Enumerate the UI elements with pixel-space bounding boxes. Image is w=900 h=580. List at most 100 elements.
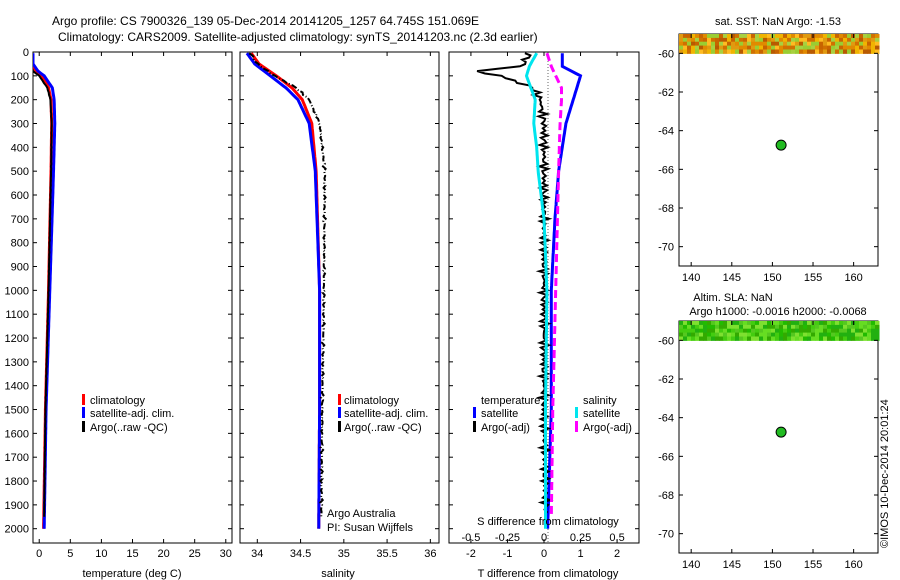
map-cell <box>719 34 724 39</box>
map-cell <box>763 41 768 47</box>
map-cell <box>739 49 744 54</box>
map-cell <box>687 321 692 326</box>
map-cell <box>815 324 820 330</box>
map-cell <box>795 41 800 47</box>
map-cell <box>787 34 792 39</box>
map-cell <box>775 336 780 341</box>
map-cell <box>843 328 848 334</box>
map-cell <box>767 336 772 341</box>
legend-label-satellite: satellite-adj. clim. <box>90 408 174 420</box>
legend-label-argo: Argo(..raw -QC) <box>90 422 168 434</box>
difference-xlabel: T difference from climatology <box>478 568 619 580</box>
map-cell <box>687 328 692 334</box>
map-cell <box>859 336 864 341</box>
map-cell <box>763 49 768 54</box>
x-tick-label: 36 <box>424 548 436 560</box>
map-cell <box>727 332 732 337</box>
map-cell <box>695 332 700 337</box>
map-cell <box>859 332 864 337</box>
map-cell <box>767 37 772 43</box>
map-cell <box>707 332 712 337</box>
map-cell <box>747 37 752 43</box>
map-cell <box>803 336 808 341</box>
map-cell <box>691 332 696 337</box>
map-cell <box>695 37 700 43</box>
map-cell <box>759 37 764 43</box>
map-cell <box>871 37 876 43</box>
map-cell <box>863 321 868 326</box>
top-tick-label: 0.5 <box>609 532 624 544</box>
legend-swatch-satellite <box>82 407 85 418</box>
map-cell <box>835 41 840 47</box>
map-cell <box>839 328 844 334</box>
lat-tick-label: -60 <box>658 48 674 60</box>
sst-lon-ticks: 140 145 150 155 160 <box>682 34 863 284</box>
map-cell <box>795 332 800 337</box>
map-cell <box>723 336 728 341</box>
map-cell <box>695 328 700 334</box>
map-cell <box>859 324 864 330</box>
temperature-depth-ticks: 0 100 200 300 400 500 600 700 800 900 1000 1100 1200… <box>5 47 232 536</box>
map-cell <box>703 45 708 50</box>
map-cell <box>767 49 772 54</box>
map-cell <box>715 324 720 330</box>
map-cell <box>823 321 828 326</box>
x-tick-label: 34 <box>251 548 263 560</box>
y-tick-label: 300 <box>11 119 29 131</box>
x-tick-label: 0 <box>541 548 547 560</box>
map-cell <box>855 332 860 337</box>
map-cell <box>683 41 688 47</box>
map-cell <box>711 41 716 47</box>
map-cell <box>791 324 796 330</box>
map-cell <box>707 49 712 54</box>
map-cell <box>747 336 752 341</box>
map-cell <box>871 49 876 54</box>
map-cell <box>687 336 692 341</box>
map-cell <box>795 37 800 43</box>
map-cell <box>739 321 744 326</box>
map-cell <box>795 321 800 326</box>
map-cell <box>835 45 840 50</box>
map-cell <box>699 328 704 334</box>
map-cell <box>791 321 796 326</box>
map-cell <box>827 332 832 337</box>
map-cell <box>699 49 704 54</box>
map-cell <box>687 41 692 47</box>
map-cell <box>807 37 812 43</box>
map-cell <box>851 49 856 54</box>
legend-swatch-s-satellite <box>575 407 578 418</box>
map-cell <box>723 324 728 330</box>
map-cell <box>779 41 784 47</box>
map-cell <box>771 34 776 39</box>
lat-tick-label: -70 <box>658 529 674 541</box>
map-cell <box>799 41 804 47</box>
map-cell <box>867 336 872 341</box>
map-cell <box>807 324 812 330</box>
map-cell <box>835 328 840 334</box>
map-cell <box>847 321 852 326</box>
map-cell <box>779 37 784 43</box>
map-cell <box>727 321 732 326</box>
map-cell <box>803 49 808 54</box>
map-cell <box>735 328 740 334</box>
y-tick-label: 1600 <box>5 428 29 440</box>
map-cell <box>875 49 880 54</box>
map-cell <box>775 41 780 47</box>
map-cell <box>723 321 728 326</box>
map-cell <box>867 328 872 334</box>
map-cell <box>735 41 740 47</box>
map-cell <box>699 336 704 341</box>
map-cell <box>779 336 784 341</box>
x-tick-label: 5 <box>67 548 73 560</box>
map-cell <box>803 321 808 326</box>
map-cell <box>863 324 868 330</box>
map-cell <box>831 332 836 337</box>
map-cell <box>867 45 872 50</box>
map-cell <box>787 41 792 47</box>
map-cell <box>819 34 824 39</box>
map-cell <box>727 34 732 39</box>
map-cell <box>695 321 700 326</box>
map-cell <box>859 34 864 39</box>
map-cell <box>691 41 696 47</box>
map-cell <box>771 321 776 326</box>
